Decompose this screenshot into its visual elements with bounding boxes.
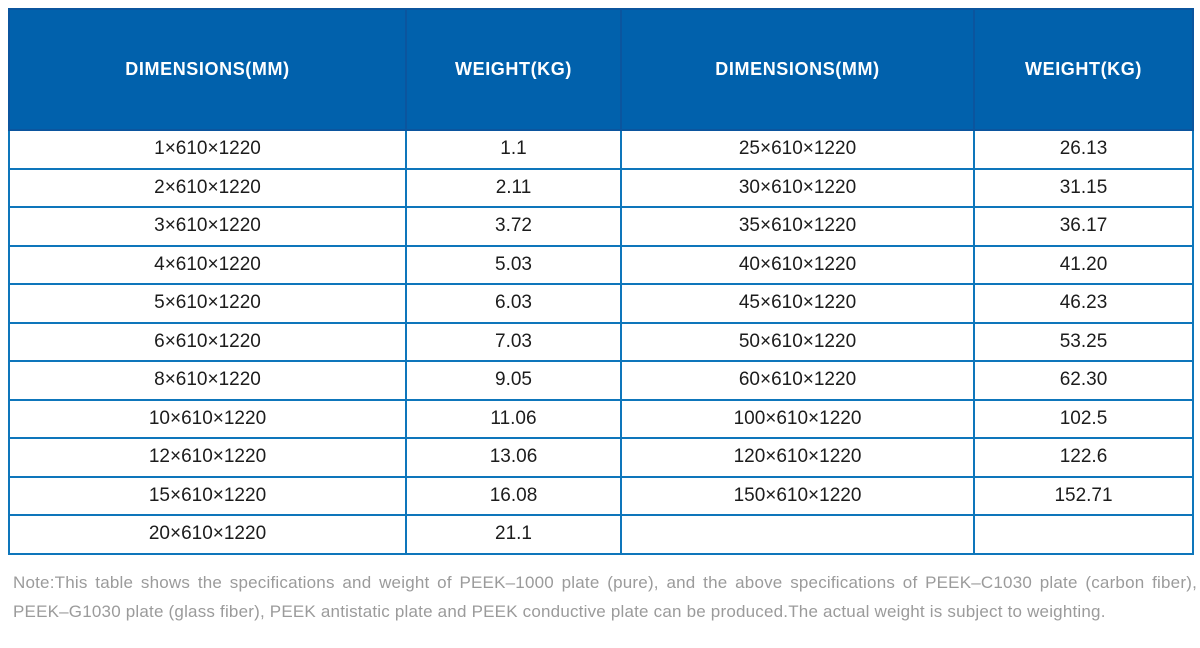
table-cell: 5.03 [405,244,622,285]
peek-plate-spec-table: DIMENSIONS(MM) WEIGHT(KG) DIMENSIONS(MM)… [8,8,1194,555]
table-cell: 12×610×1220 [8,437,407,478]
table-cell: 3.72 [405,206,622,247]
header-weight-right: WEIGHT(KG) [973,8,1194,131]
table-cell: 45×610×1220 [620,283,975,324]
table-row: 20×610×1220 21.1 [8,514,1194,555]
table-cell: 6.03 [405,283,622,324]
table-row: 3×610×1220 3.72 35×610×1220 36.17 [8,206,1194,247]
table-row: 6×610×1220 7.03 50×610×1220 53.25 [8,321,1194,362]
table-cell: 26.13 [973,129,1194,170]
table-row: 5×610×1220 6.03 45×610×1220 46.23 [8,283,1194,324]
table-cell: 2×610×1220 [8,167,407,208]
table-cell: 4×610×1220 [8,244,407,285]
table-cell: 6×610×1220 [8,321,407,362]
table-cell: 120×610×1220 [620,437,975,478]
table-cell: 21.1 [405,514,622,555]
table-row: 12×610×1220 13.06 120×610×1220 122.6 [8,437,1194,478]
table-row: 2×610×1220 2.11 30×610×1220 31.15 [8,167,1194,208]
table-cell: 31.15 [973,167,1194,208]
table-body: 1×610×1220 1.1 25×610×1220 26.13 2×610×1220 2… [8,129,1194,555]
table-row: 15×610×1220 16.08 150×610×1220 152.71 [8,475,1194,516]
table-cell: 100×610×1220 [620,398,975,439]
table-cell: 20×610×1220 [8,514,407,555]
table-row: 10×610×1220 11.06 100×610×1220 102.5 [8,398,1194,439]
header-dimensions-right: DIMENSIONS(MM) [620,8,975,131]
table-cell: 62.30 [973,360,1194,401]
table-cell: 2.11 [405,167,622,208]
table-cell: 1×610×1220 [8,129,407,170]
table-cell: 40×610×1220 [620,244,975,285]
table-cell: 53.25 [973,321,1194,362]
table-cell: 1.1 [405,129,622,170]
table-cell: 7.03 [405,321,622,362]
note-text: Note:This table shows the specifications… [13,572,1197,621]
table-cell: 102.5 [973,398,1194,439]
table-cell: 30×610×1220 [620,167,975,208]
table-cell: 60×610×1220 [620,360,975,401]
table-cell: 36.17 [973,206,1194,247]
table-header-row: DIMENSIONS(MM) WEIGHT(KG) DIMENSIONS(MM)… [8,8,1194,131]
table-cell: 11.06 [405,398,622,439]
header-weight-left: WEIGHT(KG) [405,8,622,131]
table-row: 8×610×1220 9.05 60×610×1220 62.30 [8,360,1194,401]
table-cell: 150×610×1220 [620,475,975,516]
table-row: 4×610×1220 5.03 40×610×1220 41.20 [8,244,1194,285]
table-cell: 13.06 [405,437,622,478]
table-cell: 152.71 [973,475,1194,516]
table-cell: 16.08 [405,475,622,516]
table-cell: 25×610×1220 [620,129,975,170]
table-cell: 9.05 [405,360,622,401]
table-cell: 10×610×1220 [8,398,407,439]
header-dimensions-left: DIMENSIONS(MM) [8,8,407,131]
table-cell: 15×610×1220 [8,475,407,516]
table-cell: 35×610×1220 [620,206,975,247]
page: DIMENSIONS(MM) WEIGHT(KG) DIMENSIONS(MM)… [8,8,1197,621]
table-cell [973,514,1194,555]
table-cell: 8×610×1220 [8,360,407,401]
table-cell: 50×610×1220 [620,321,975,362]
table-row: 1×610×1220 1.1 25×610×1220 26.13 [8,129,1194,170]
table-cell: 3×610×1220 [8,206,407,247]
table-cell: 5×610×1220 [8,283,407,324]
table-cell: 122.6 [973,437,1194,478]
table-cell: 46.23 [973,283,1194,324]
table-cell: 41.20 [973,244,1194,285]
table-cell [620,514,975,555]
